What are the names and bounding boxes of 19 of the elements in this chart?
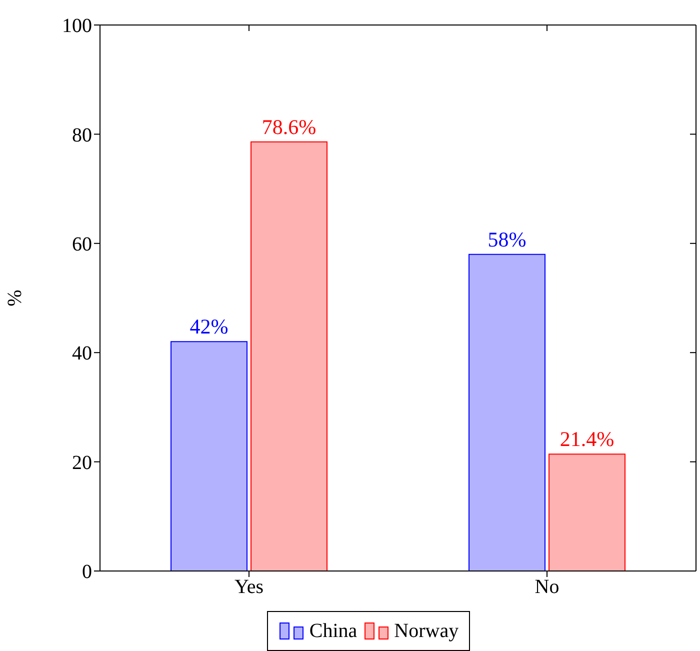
x-tick-label: Yes	[234, 576, 264, 598]
data-label: 78.6%	[262, 114, 316, 139]
data-label: 58%	[488, 227, 526, 252]
bar	[468, 254, 546, 571]
legend-label: Norway	[394, 620, 459, 642]
y-tick-label: 40	[72, 342, 92, 365]
y-tick-label: 20	[72, 452, 92, 474]
x-tick-label: No	[534, 576, 560, 598]
y-axis-title: %	[4, 290, 26, 306]
data-label: 42%	[190, 314, 228, 339]
bar	[250, 141, 328, 571]
legend-label: China	[309, 620, 358, 642]
bar	[548, 454, 626, 571]
data-label: 21.4%	[560, 427, 614, 452]
y-tick-label: 60	[72, 234, 92, 256]
bar	[170, 341, 248, 571]
y-tick-label: 80	[72, 124, 92, 146]
y-tick-label: 0	[82, 561, 92, 584]
y-tick-label: 100	[62, 15, 92, 38]
